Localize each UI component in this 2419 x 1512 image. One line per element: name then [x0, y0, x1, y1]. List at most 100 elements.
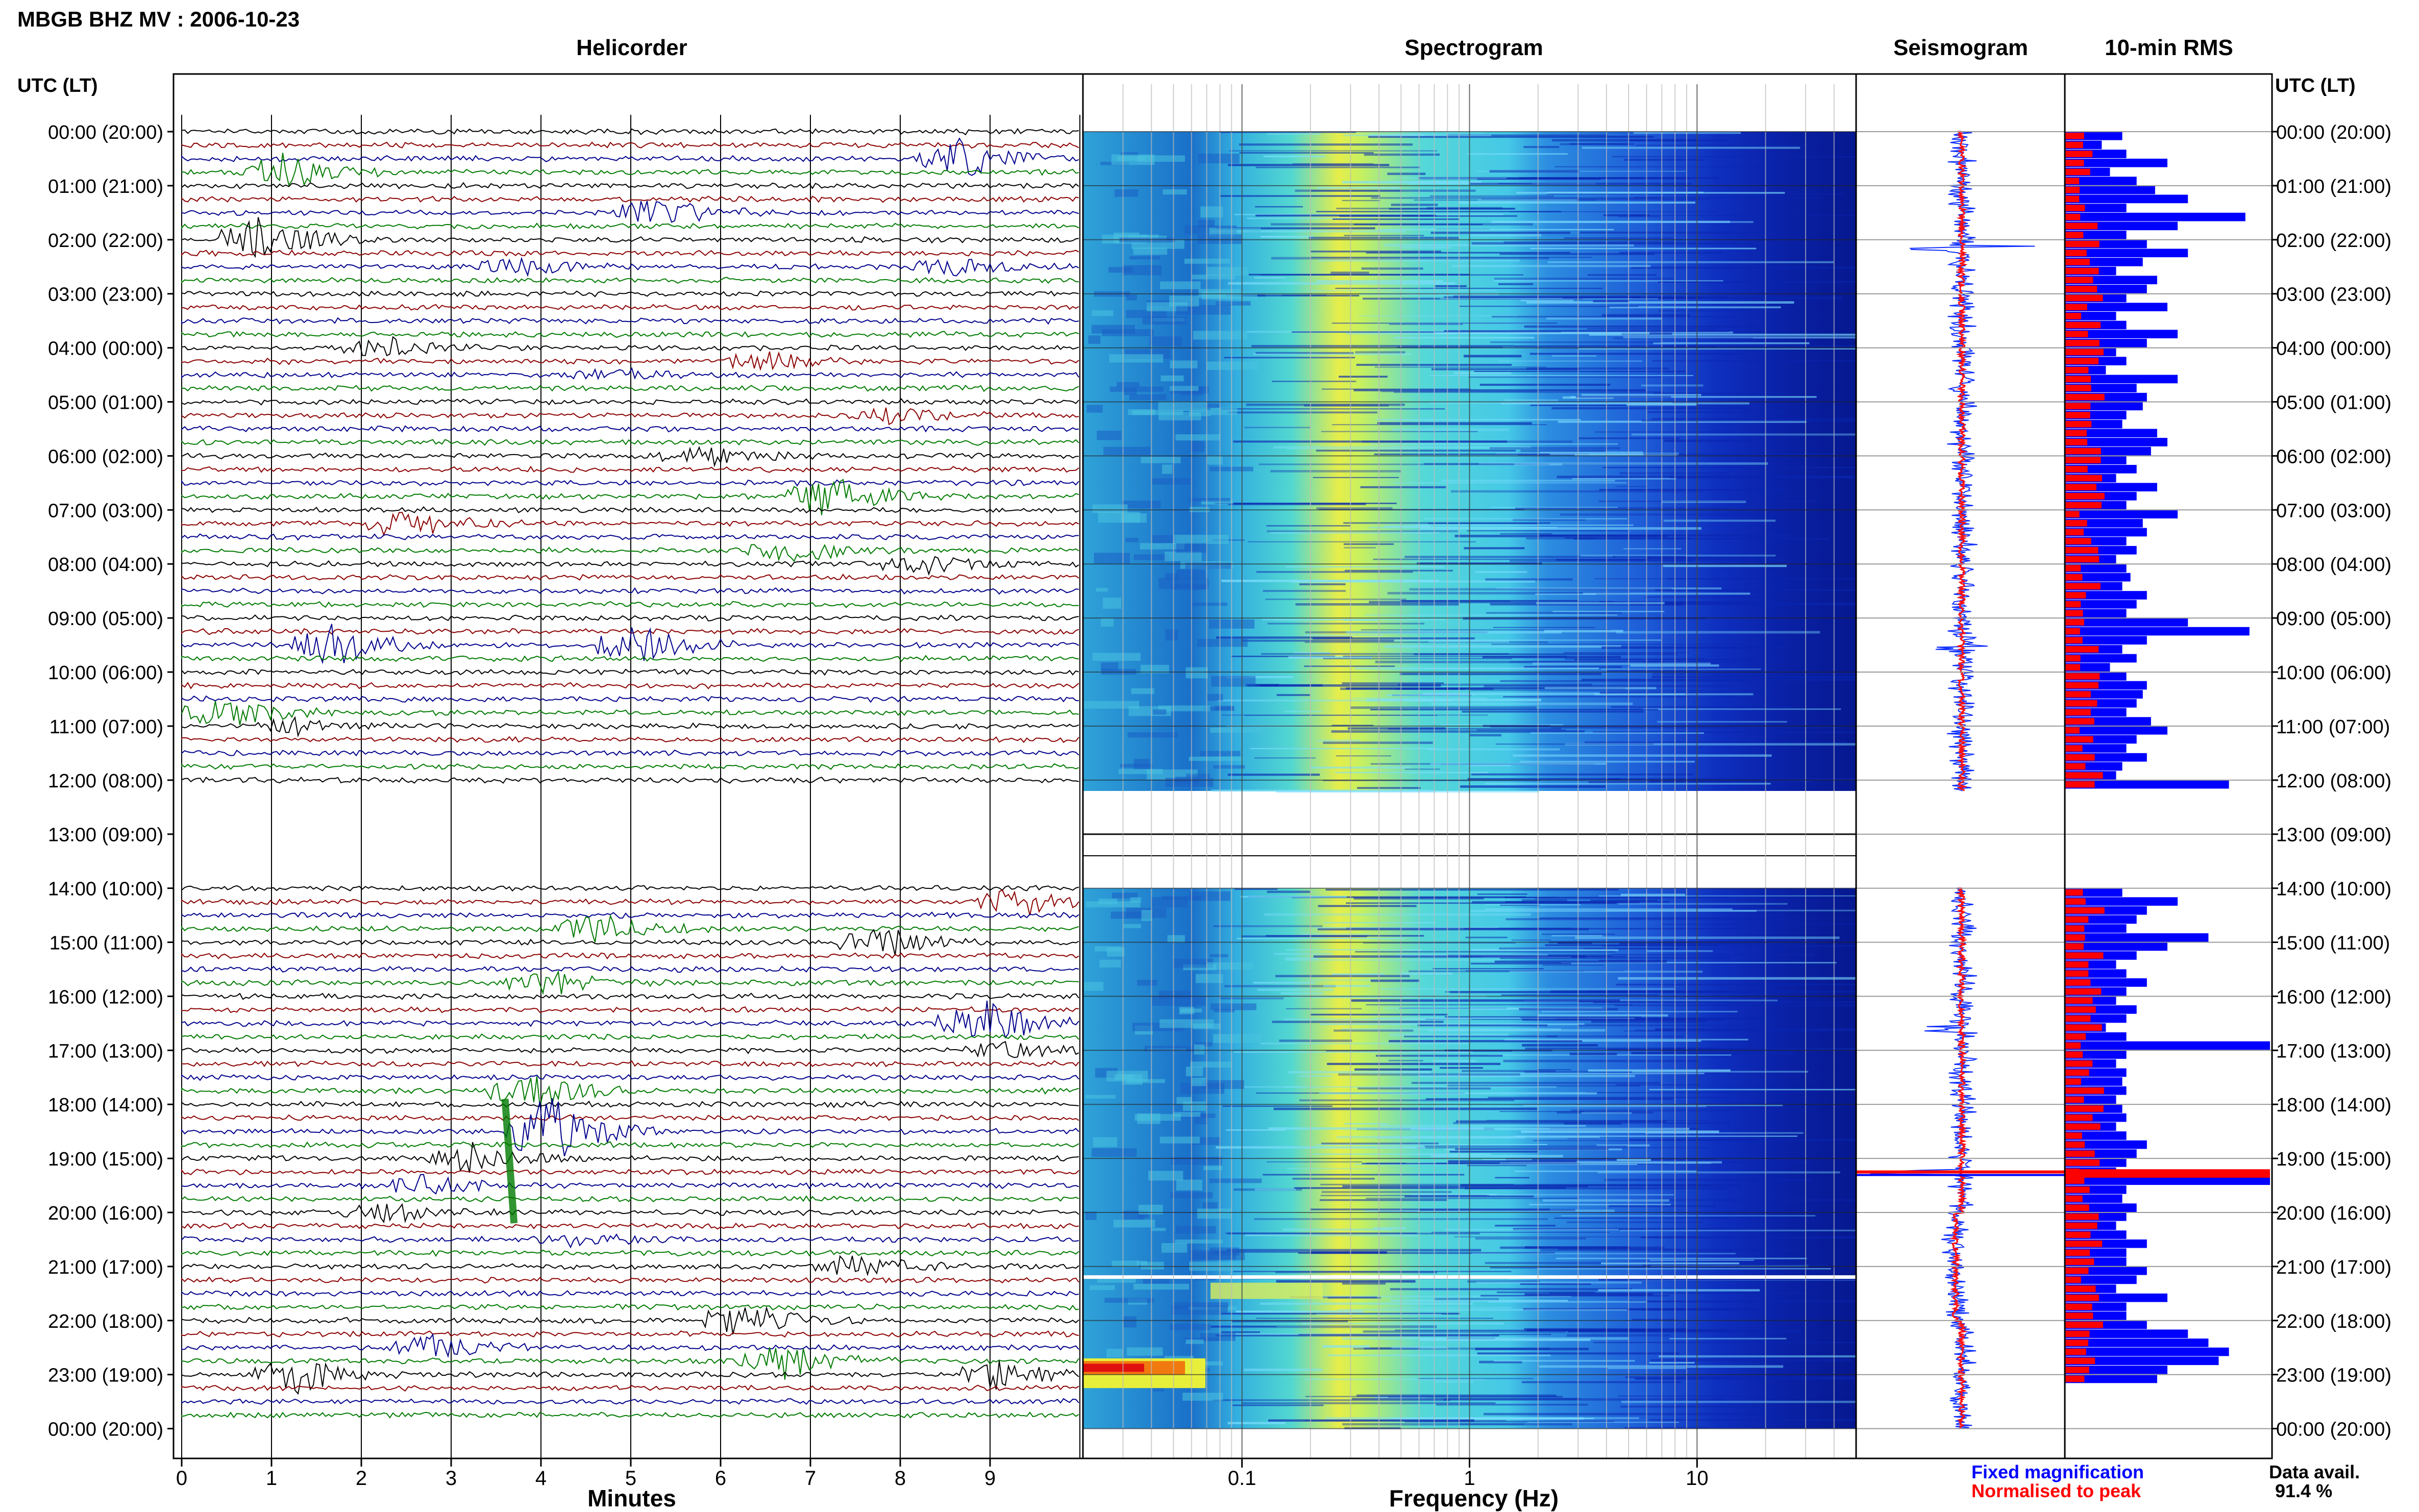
- spectrogram-xlabel: Frequency (Hz): [1389, 1485, 1559, 1511]
- rms-normalised-bar: [2065, 772, 2103, 779]
- helicorder-trace: [181, 1033, 1079, 1040]
- time-label-right: 04:00 (00:00): [2276, 338, 2391, 360]
- rms-normalised-bar: [2065, 1186, 2090, 1193]
- helicorder-trace: [181, 425, 1079, 433]
- time-label-right: 00:00 (20:00): [2276, 122, 2391, 143]
- rms-normalised-bar: [2065, 646, 2099, 653]
- rms-peak-bar: [2065, 1169, 2270, 1178]
- data-availability-value: 91.4 %: [2275, 1480, 2332, 1501]
- rms-fixed-bar: [2065, 194, 2188, 204]
- rms-normalised-bar: [2065, 1042, 2081, 1049]
- helicorder-trace: [181, 965, 1079, 973]
- rms-normalised-bar: [2065, 682, 2099, 689]
- time-label-right: 14:00 (10:00): [2276, 879, 2391, 900]
- time-label-left: 23:00 (19:00): [48, 1365, 163, 1386]
- rms-normalised-bar: [2065, 1249, 2090, 1256]
- rms-normalised-bar: [2065, 519, 2087, 527]
- time-label-left: 12:00 (08:00): [48, 771, 163, 792]
- helicorder-trace: [181, 1384, 1079, 1392]
- time-label-left: 18:00 (14:00): [48, 1095, 163, 1116]
- rms-normalised-bar: [2065, 583, 2101, 590]
- helicorder-tick-label: 6: [715, 1467, 726, 1490]
- helicorder-trace: [181, 1006, 1079, 1013]
- rms-normalised-bar: [2065, 655, 2081, 662]
- rms-normalised-bar: [2065, 321, 2101, 329]
- helicorder-trace: [181, 384, 1079, 392]
- rms-normalised-bar: [2065, 195, 2080, 203]
- rms-panel: [2065, 131, 2272, 1429]
- rms-normalised-bar: [2065, 232, 2084, 238]
- rms-normalised-bar: [2065, 186, 2080, 193]
- helicorder-trace: [181, 970, 1079, 995]
- rms-normalised-bar: [2065, 259, 2090, 265]
- rms-fixed-bar: [2065, 528, 2147, 537]
- rms-normalised-bar: [2065, 420, 2092, 428]
- rms-normalised-bar: [2065, 1367, 2089, 1373]
- time-label-right: 01:00 (21:00): [2276, 176, 2391, 197]
- helicorder-trace: [181, 889, 1079, 915]
- helicorder-trace: [181, 587, 1079, 595]
- helicorder-trace: [181, 929, 1079, 956]
- time-label-left: 07:00 (03:00): [48, 500, 163, 522]
- rms-normalised-bar: [2065, 709, 2091, 716]
- time-label-left: 05:00 (01:00): [48, 392, 163, 414]
- rms-normalised-bar: [2065, 294, 2103, 302]
- time-label-left: 22:00 (18:00): [48, 1311, 163, 1332]
- x-axis-ticks: 0 1 2 3 4 5 6 7 8 9 0.1 1 10: [176, 1458, 1709, 1490]
- helicorder-trace: [181, 614, 1079, 622]
- legend-fixed-magnification: Fixed magnification: [1971, 1461, 2144, 1482]
- time-label-right: 10:00 (06:00): [2276, 662, 2391, 684]
- rms-normalised-bar: [2065, 1240, 2103, 1247]
- helicorder-trace: [181, 398, 1079, 406]
- rms-fixed-bar: [2065, 1339, 2209, 1347]
- time-label-left: 19:00 (15:00): [48, 1149, 163, 1170]
- rms-fixed-bar: [2065, 249, 2188, 258]
- rms-fixed-bar: [2065, 627, 2250, 636]
- helicorder-trace: [181, 1060, 1079, 1068]
- seismogram-fixed-trace: [1909, 131, 2035, 791]
- helicorder-trace: [181, 128, 1079, 136]
- seismogram-normalised-trace: [1949, 887, 1968, 1429]
- helicorder-trace: [181, 533, 1079, 541]
- rms-normalised-bar: [2065, 1340, 2088, 1346]
- helicorder-trace: [181, 137, 1079, 176]
- figure-title: MBGB BHZ MV : 2006-10-23: [17, 7, 300, 31]
- helicorder-trace: [181, 331, 1079, 338]
- time-label-right: 11:00 (07:00): [2276, 716, 2390, 738]
- time-label-left: 21:00 (17:00): [48, 1257, 163, 1278]
- rms-normalised-bar: [2065, 1312, 2093, 1319]
- helicorder-trace: [181, 195, 1079, 203]
- rms-normalised-bar: [2065, 1024, 2102, 1031]
- rms-fixed-bar: [2065, 1140, 2147, 1149]
- rms-normalised-bar: [2065, 1150, 2095, 1157]
- helicorder-trace: [181, 465, 1079, 473]
- rms-normalised-bar: [2065, 151, 2093, 157]
- rms-title: 10-min RMS: [2105, 35, 2233, 60]
- time-label-left: 06:00 (02:00): [48, 446, 163, 467]
- rms-fixed-bar: [2065, 303, 2167, 311]
- rms-normalised-bar: [2065, 997, 2093, 1004]
- rms-normalised-bar: [2065, 673, 2100, 680]
- time-label-left: 14:00 (10:00): [48, 879, 163, 900]
- helicorder-trace: [181, 1040, 1079, 1058]
- rms-normalised-bar: [2065, 1213, 2099, 1220]
- time-label-left: 20:00 (16:00): [48, 1203, 163, 1224]
- rms-fixed-bar: [2065, 1329, 2188, 1339]
- spectrogram-tick-label: 0.1: [1228, 1467, 1256, 1490]
- rms-normalised-bar: [2065, 961, 2089, 968]
- rms-fixed-bar: [2065, 942, 2167, 951]
- time-label-left: 15:00 (11:00): [50, 933, 163, 954]
- rms-normalised-bar: [2065, 601, 2081, 608]
- rms-normalised-bar: [2065, 277, 2093, 284]
- rms-normalised-bar: [2065, 1375, 2085, 1382]
- helicorder-trace: [181, 1306, 1079, 1335]
- helicorder-tick-label: 9: [984, 1467, 996, 1490]
- helicorder-trace: [181, 763, 1079, 770]
- helicorder-trace: [181, 1290, 1079, 1297]
- rms-normalised-bar: [2065, 637, 2083, 644]
- helicorder-trace: [181, 290, 1079, 298]
- rms-normalised-bar: [2065, 385, 2091, 391]
- rms-normalised-bar: [2065, 1123, 2101, 1130]
- rms-normalised-bar: [2065, 286, 2097, 292]
